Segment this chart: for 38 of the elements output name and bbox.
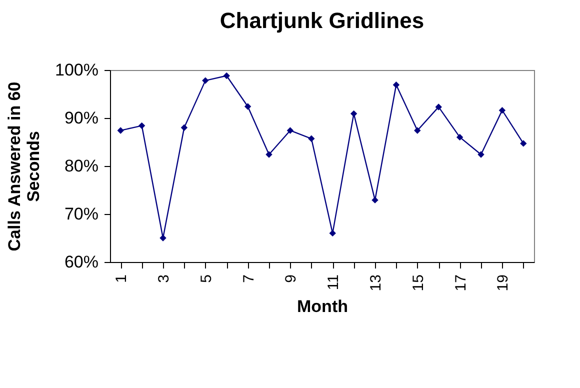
- x-axis-title: Month: [297, 297, 348, 316]
- y-tick-label: 100%: [55, 60, 98, 80]
- point: [160, 234, 166, 242]
- point: [350, 110, 358, 118]
- point: [244, 103, 252, 110]
- y-tick-label: 80%: [64, 156, 98, 176]
- chart-title: Chartjunk Gridlines: [220, 8, 424, 33]
- x-tick-label: 13: [368, 274, 384, 292]
- y-tick-label: 70%: [64, 204, 98, 224]
- point: [392, 82, 400, 88]
- point: [286, 127, 294, 134]
- point: [329, 230, 336, 237]
- point: [117, 127, 124, 134]
- x-tick-label: 15: [410, 274, 427, 292]
- x-tick-label: 5: [198, 274, 215, 283]
- point: [520, 140, 527, 147]
- y-tick-label: 90%: [64, 108, 98, 128]
- point: [498, 106, 506, 114]
- x-tick-label: 3: [156, 274, 172, 283]
- y-axis-title: Calls Answered in 60 Seconds: [5, 82, 44, 252]
- point: [138, 122, 146, 130]
- point: [266, 151, 272, 158]
- point: [180, 124, 188, 131]
- x-tick-label: 9: [282, 274, 300, 283]
- point: [308, 135, 315, 142]
- x-tick-label: 19: [494, 274, 512, 292]
- point: [223, 72, 230, 80]
- point: [372, 196, 378, 204]
- x-tick-label: 11: [325, 274, 342, 290]
- x-tick-label: 17: [452, 274, 470, 292]
- x-tick-label: 7: [240, 274, 258, 283]
- y-tick-label: 60%: [64, 252, 98, 272]
- point: [414, 127, 421, 134]
- x-tick-label: 1: [113, 274, 130, 283]
- point: [435, 104, 442, 110]
- point: [202, 77, 209, 84]
- point: [478, 151, 484, 158]
- point: [456, 134, 464, 141]
